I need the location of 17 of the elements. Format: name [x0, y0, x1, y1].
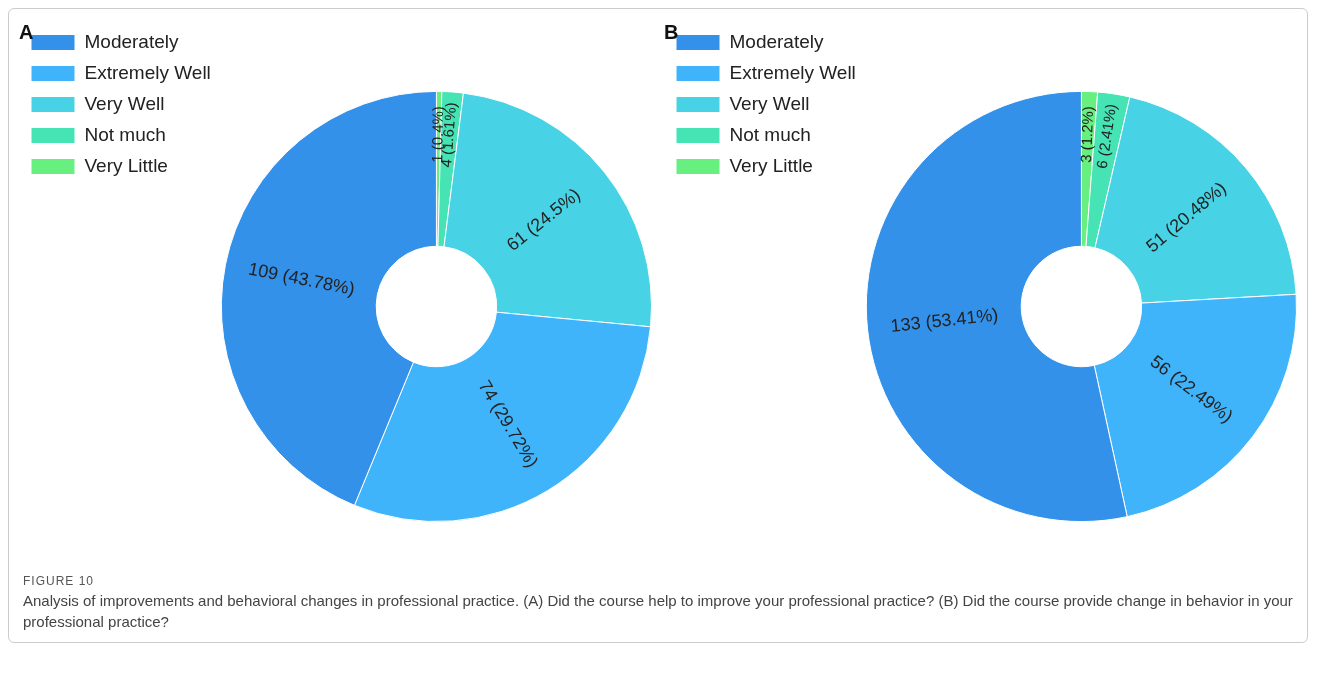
- legend-label: Extremely Well: [729, 61, 856, 83]
- legend-label: Very Little: [729, 154, 813, 176]
- legend-label: Not much: [729, 123, 811, 145]
- legend-label: Moderately: [729, 30, 824, 52]
- chart-title: B: [664, 20, 679, 43]
- legend-label: Moderately: [84, 30, 179, 52]
- legend-label: Not much: [84, 123, 166, 145]
- legend-label: Very Well: [84, 92, 165, 114]
- chart-title: A: [19, 20, 34, 43]
- text: Analysis of improvements and behavioral changes in professional practice. (A) Did the course help to improve your professional practice? (B) Did the course provide change in behavior in your professional practice?: [23, 591, 1293, 632]
- data-label: 109 (43.78%): [246, 258, 357, 300]
- legend-label: Extremely Well: [84, 61, 211, 83]
- data-label: 3 (1.2%): [1077, 105, 1097, 164]
- caption: FIGURE 10: [23, 574, 95, 588]
- data-label: 133 (53.41%): [889, 304, 1000, 336]
- legend-label: Very Well: [729, 92, 810, 114]
- legend-label: Very Little: [84, 154, 168, 176]
